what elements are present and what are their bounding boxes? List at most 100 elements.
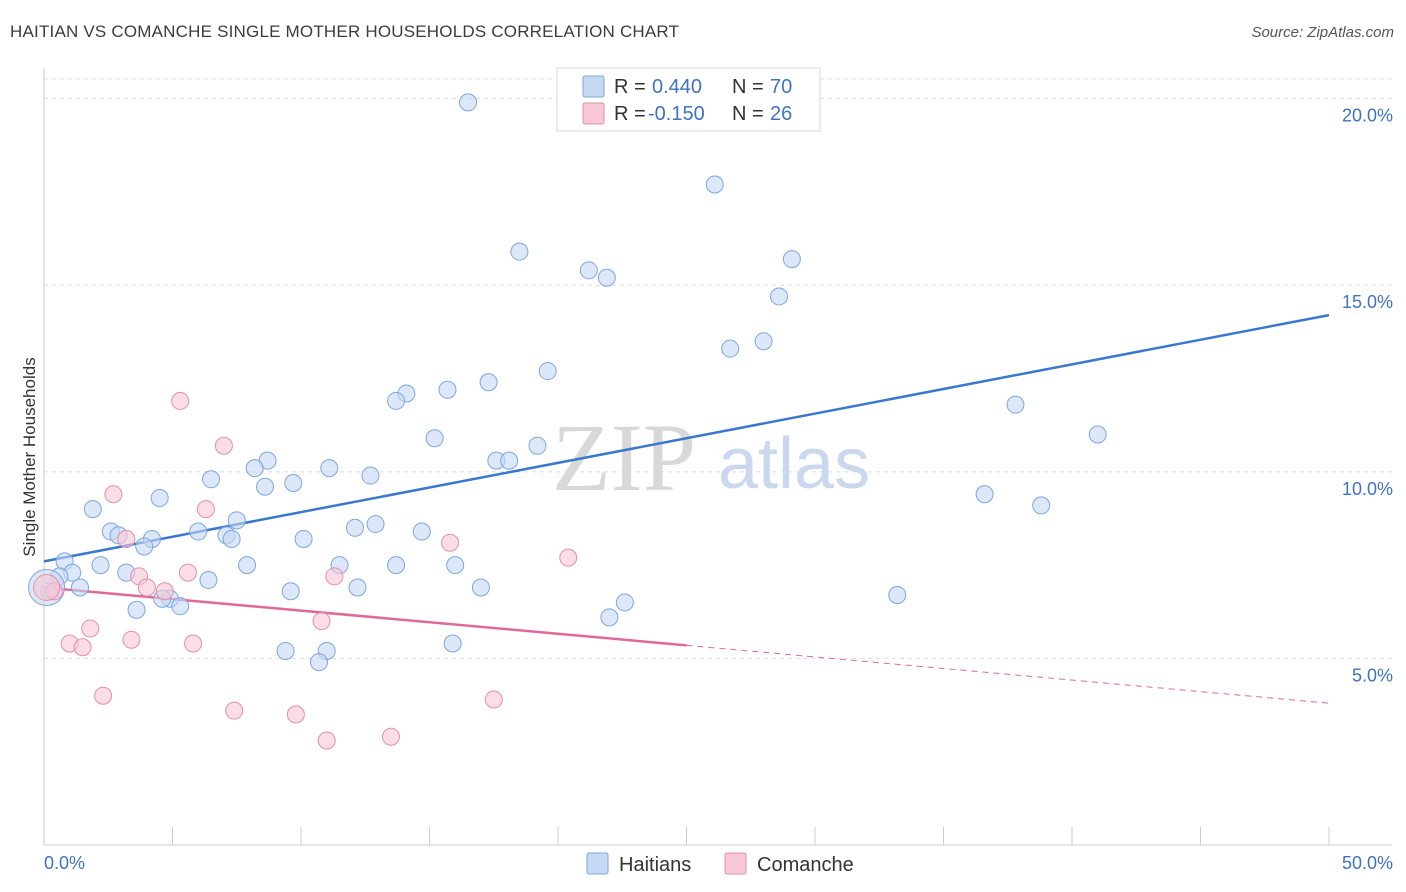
legend-bottom: Haitians Comanche: [586, 852, 854, 876]
point-haitians: [888, 585, 907, 604]
point-haitians: [227, 511, 246, 530]
point-comanche: [381, 727, 400, 746]
legend-bottom-swatch-comanche: [724, 852, 747, 875]
point-comanche: [81, 619, 100, 638]
watermark-zip: ZIP: [552, 404, 696, 511]
point-comanche: [73, 638, 92, 657]
point-haitians: [281, 582, 300, 601]
series-haitians: [28, 93, 1107, 672]
point-haitians: [135, 537, 154, 556]
point-comanche: [137, 578, 156, 597]
point-haitians: [754, 332, 773, 351]
point-haitians: [256, 477, 275, 496]
point-haitians: [975, 485, 994, 504]
point-haitians: [425, 429, 444, 448]
legend-bottom-swatch-haitians: [586, 852, 609, 875]
point-haitians: [70, 578, 89, 597]
point-haitians: [615, 593, 634, 612]
point-comanche: [33, 574, 61, 602]
legend-top: R = 0.440 N = 70 R = -0.150 N = 26: [556, 67, 821, 132]
point-haitians: [276, 641, 295, 660]
point-haitians: [597, 268, 616, 287]
point-haitians: [412, 522, 431, 541]
point-comanche: [286, 705, 305, 724]
x-tick-label-max: 50.0%: [1342, 853, 1393, 873]
trendline-comanche-extension: [686, 644, 1330, 704]
y-tick-label: 10.0%: [1342, 479, 1393, 499]
point-haitians: [348, 578, 367, 597]
legend-r-value-haitians: 0.440: [652, 76, 702, 98]
point-haitians: [366, 515, 385, 534]
legend-r-label-haitians: R =: [614, 76, 646, 98]
point-comanche: [317, 731, 336, 750]
point-haitians: [199, 571, 218, 590]
point-haitians: [222, 530, 241, 548]
point-haitians: [600, 608, 619, 627]
point-comanche: [196, 500, 215, 519]
legend-r-value-comanche: -0.150: [648, 103, 705, 125]
chart-title: HAITIAN VS COMANCHE SINGLE MOTHER HOUSEH…: [10, 22, 680, 41]
point-haitians: [1088, 425, 1107, 444]
point-haitians: [387, 391, 406, 410]
y-tick-label: 5.0%: [1352, 665, 1393, 685]
point-haitians: [479, 373, 498, 392]
legend-swatch-haitians: [582, 75, 605, 98]
point-comanche: [484, 690, 503, 709]
legend-n-value-haitians: 70: [770, 76, 792, 98]
legend-bottom-label-haitians: Haitians: [619, 854, 691, 876]
point-haitians: [202, 470, 221, 489]
point-haitians: [782, 250, 801, 269]
point-haitians: [500, 451, 519, 470]
point-haitians: [510, 242, 529, 261]
point-comanche: [104, 485, 123, 504]
point-haitians: [471, 578, 490, 597]
point-haitians: [721, 339, 740, 358]
point-haitians: [284, 474, 303, 493]
point-haitians: [309, 653, 328, 672]
point-haitians: [238, 556, 257, 575]
point-comanche: [214, 436, 233, 455]
point-haitians: [438, 380, 457, 399]
legend-n-label-haitians: N =: [732, 76, 764, 98]
point-comanche: [178, 563, 197, 582]
point-haitians: [528, 436, 547, 455]
point-comanche: [117, 530, 136, 548]
point-comanche: [225, 701, 244, 720]
point-haitians: [150, 488, 169, 507]
point-haitians: [443, 634, 462, 653]
point-haitians: [127, 600, 146, 619]
series-comanche: [33, 391, 578, 750]
y-tick-labels: 5.0% 10.0% 15.0% 20.0%: [1342, 106, 1393, 686]
watermark-atlas: atlas: [718, 424, 870, 504]
y-tick-label: 15.0%: [1342, 292, 1393, 312]
legend-r-label-comanche: R =: [614, 103, 646, 125]
point-haitians: [320, 459, 339, 478]
point-haitians: [770, 287, 789, 306]
point-comanche: [559, 548, 578, 567]
point-haitians: [705, 175, 724, 194]
trendlines: [43, 313, 1330, 704]
legend-n-label-comanche: N =: [732, 103, 764, 125]
point-haitians: [387, 556, 406, 575]
point-haitians: [361, 466, 380, 485]
point-comanche: [155, 582, 174, 601]
point-comanche: [312, 612, 331, 631]
point-comanche: [184, 634, 203, 653]
axes: [43, 68, 1392, 846]
point-haitians: [446, 556, 465, 575]
point-haitians: [189, 522, 208, 541]
points: [28, 93, 1107, 750]
point-haitians: [579, 261, 598, 280]
point-haitians: [245, 459, 264, 478]
watermark: ZIP atlas: [552, 404, 870, 511]
point-haitians: [345, 518, 364, 537]
point-haitians: [91, 556, 110, 575]
y-axis-label: Single Mother Households: [20, 357, 39, 556]
legend-swatch-comanche: [582, 102, 605, 125]
point-haitians: [294, 530, 313, 548]
point-comanche: [94, 686, 113, 705]
point-haitians: [538, 362, 557, 381]
point-haitians: [459, 93, 478, 112]
y-tick-label: 20.0%: [1342, 106, 1393, 126]
trendline-comanche: [43, 586, 687, 647]
